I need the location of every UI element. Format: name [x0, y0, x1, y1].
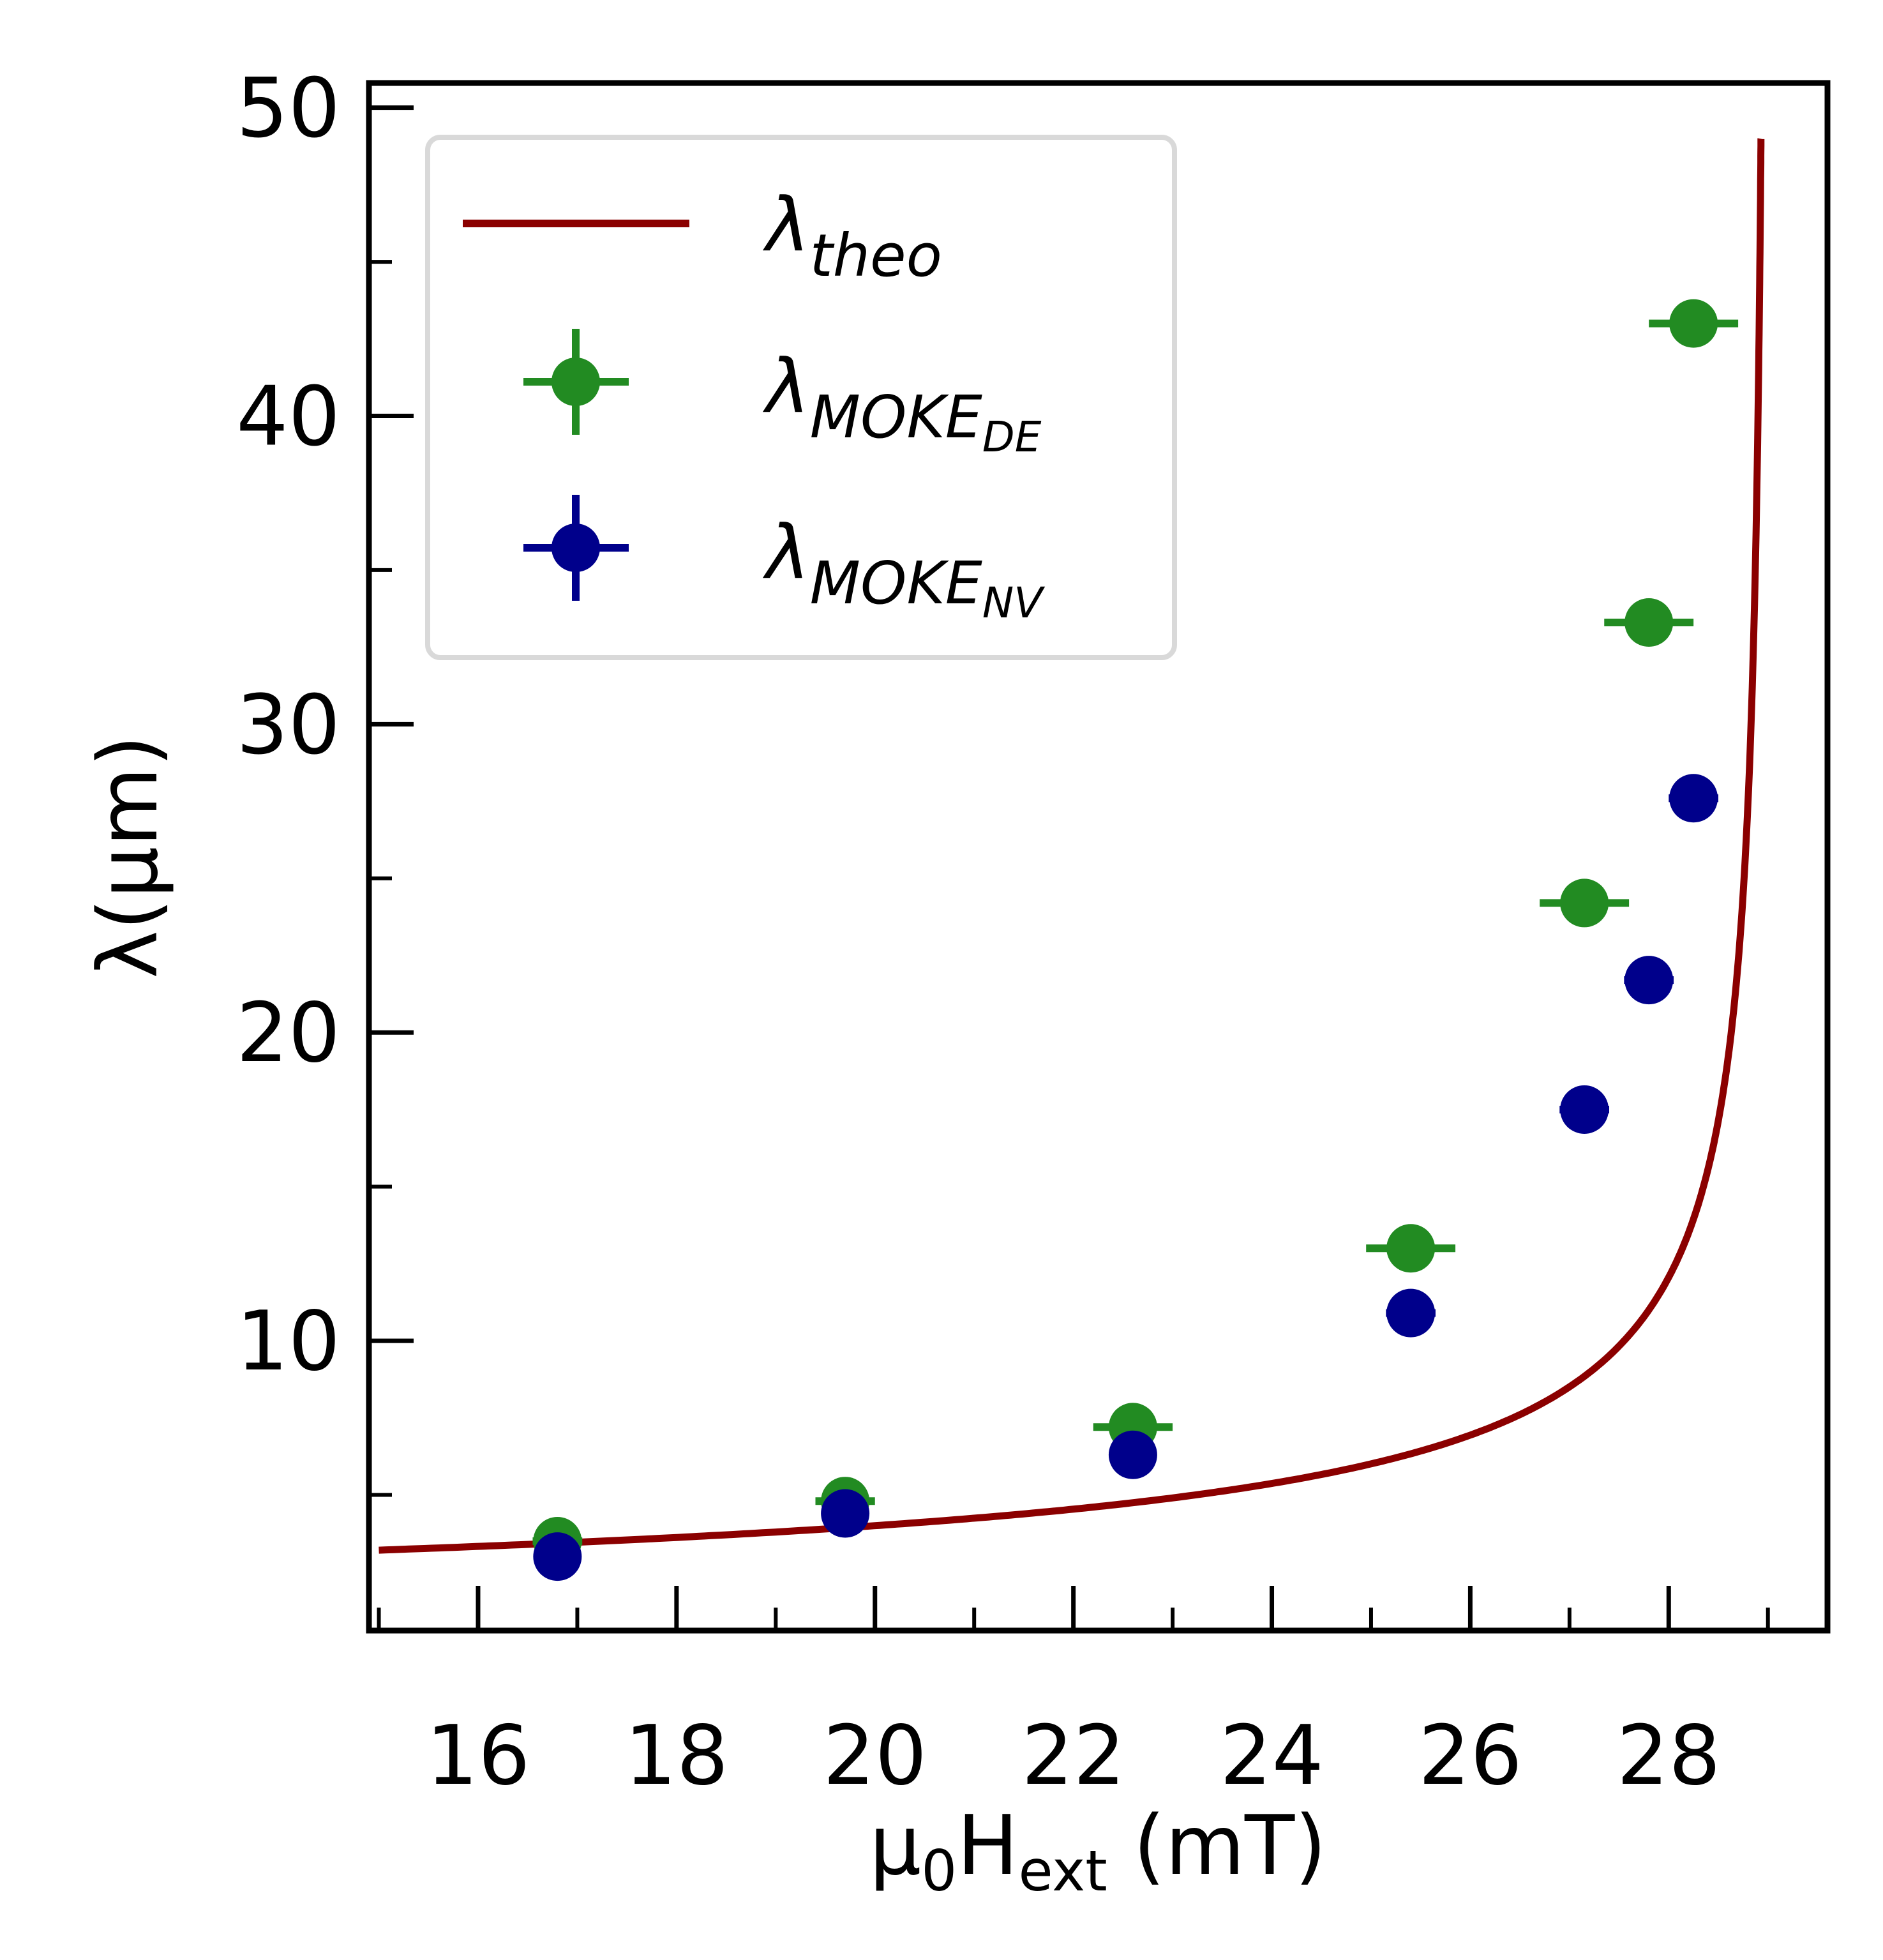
point-marker [1669, 774, 1718, 823]
y-tick-label: 50 [236, 61, 340, 156]
legend-marker [551, 358, 600, 406]
point-marker [1386, 1288, 1436, 1338]
point-marker [533, 1532, 582, 1581]
data-point-moke-de [1649, 299, 1739, 348]
x-tick-label: 24 [1220, 1708, 1324, 1804]
x-axis-title-base: μ [869, 1798, 921, 1894]
data-point-moke-de [1540, 878, 1630, 928]
data-point-moke-de [1366, 1224, 1456, 1273]
tick-labels: 16 18 20 22 24 26 28 10 20 30 40 50 [236, 61, 1721, 1804]
data-point-moke-nv [821, 1489, 870, 1538]
x-axis-title-sub2: ext [1019, 1838, 1107, 1904]
data-point-moke-nv [1624, 956, 1674, 1005]
x-axis-title: μ0Hext (mT) [869, 1798, 1326, 1904]
data-points-layer [532, 299, 1739, 1581]
point-marker [1624, 598, 1674, 647]
x-tick-label: 16 [426, 1708, 530, 1804]
point-marker [1386, 1224, 1436, 1273]
x-tick-label: 26 [1418, 1708, 1522, 1804]
legend-entry-moke-de: λMOKEDE [523, 329, 1042, 462]
plot-area [366, 80, 1831, 1634]
point-marker [1560, 878, 1609, 928]
axis-ticks [369, 105, 1770, 1631]
legend-marker [551, 524, 600, 572]
legend: λtheo λMOKEDE λMOKENV [425, 135, 1177, 660]
y-tick-label: 20 [236, 986, 340, 1081]
legend-entry-theo: λtheo [463, 182, 942, 290]
point-marker [1624, 956, 1674, 1005]
legend-entry-moke-nv: λMOKENV [523, 495, 1045, 628]
y-tick-label: 40 [236, 369, 340, 464]
legend-box [425, 135, 1177, 660]
y-axis-title: λ(μm) [81, 735, 176, 979]
point-marker [1669, 299, 1718, 348]
legend-label-moke-de: λMOKEDE [762, 343, 1042, 462]
point-marker [821, 1489, 870, 1538]
data-point-moke-nv [1386, 1288, 1436, 1338]
y-tick-label: 30 [236, 677, 340, 773]
data-point-moke-nv [1559, 1085, 1610, 1134]
data-point-moke-nv [1669, 774, 1719, 823]
x-axis-title-mid: H [957, 1798, 1018, 1894]
point-marker [1108, 1430, 1157, 1479]
x-axis-title-tail: (mT) [1107, 1798, 1326, 1894]
data-point-moke-nv [533, 1532, 582, 1581]
x-tick-label: 18 [624, 1708, 728, 1804]
axes-frame [366, 80, 1831, 1634]
y-tick-label: 10 [236, 1294, 340, 1389]
point-marker [1560, 1085, 1609, 1134]
x-tick-label: 22 [1021, 1708, 1125, 1804]
data-point-moke-nv [1108, 1430, 1157, 1479]
data-point-moke-de [1604, 598, 1694, 647]
x-tick-label: 20 [823, 1708, 927, 1804]
legend-label-theo: λtheo [762, 182, 942, 290]
x-axis-title-sub1: 0 [921, 1838, 957, 1904]
legend-label-moke-nv: λMOKENV [762, 509, 1045, 628]
x-tick-label: 28 [1617, 1708, 1721, 1804]
